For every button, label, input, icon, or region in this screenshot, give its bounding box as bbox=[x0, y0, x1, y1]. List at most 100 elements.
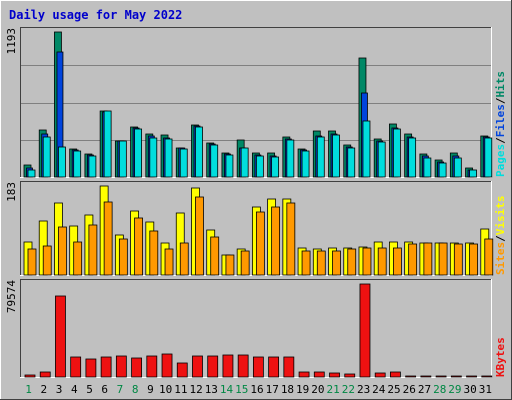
day-label-8: 8 bbox=[132, 383, 139, 396]
kbytes-bar-day-11 bbox=[176, 362, 188, 378]
max-label-panel-1: 1193 bbox=[5, 28, 18, 55]
sites-bar-day-7 bbox=[118, 238, 128, 276]
pages-bar-day-10 bbox=[164, 138, 173, 178]
day-label-18: 18 bbox=[281, 383, 294, 396]
day-label-9: 9 bbox=[147, 383, 154, 396]
day-label-15: 15 bbox=[235, 383, 248, 396]
kbytes-bar-day-15 bbox=[237, 354, 249, 378]
kbytes-bar-day-2 bbox=[39, 371, 51, 378]
sites-bar-day-4 bbox=[73, 241, 83, 276]
day-label-6: 6 bbox=[101, 383, 108, 396]
pages-bar-day-17 bbox=[271, 156, 280, 178]
pages-bar-day-18 bbox=[286, 139, 295, 178]
day-label-29: 29 bbox=[448, 383, 461, 396]
day-label-16: 16 bbox=[250, 383, 263, 396]
sites-bar-day-6 bbox=[103, 201, 113, 276]
kbytes-bar-day-16 bbox=[252, 356, 264, 378]
pages-bar-day-9 bbox=[149, 137, 158, 178]
kbytes-bar-day-28 bbox=[435, 375, 447, 378]
sites-bar-day-18 bbox=[286, 202, 296, 276]
kbytes-bar-day-6 bbox=[100, 356, 112, 378]
pages-bar-day-21 bbox=[332, 134, 340, 178]
sites-bar-day-22 bbox=[347, 248, 357, 276]
day-label-27: 27 bbox=[418, 383, 431, 396]
sites-bar-day-21 bbox=[332, 250, 341, 276]
day-label-11: 11 bbox=[174, 383, 187, 396]
sites-bar-day-23 bbox=[362, 247, 372, 276]
day-label-2: 2 bbox=[41, 383, 48, 396]
day-label-19: 19 bbox=[296, 383, 309, 396]
legend-bottom-panel: KBytes bbox=[494, 337, 507, 377]
day-label-13: 13 bbox=[205, 383, 218, 396]
kbytes-bar-day-9 bbox=[146, 355, 158, 378]
day-label-24: 24 bbox=[372, 383, 386, 396]
kbytes-bar-day-22 bbox=[344, 373, 356, 378]
max-label-panel-2: 183 bbox=[5, 182, 18, 202]
day-label-12: 12 bbox=[189, 383, 202, 396]
day-label-23: 23 bbox=[357, 383, 370, 396]
sites-bar-day-29 bbox=[453, 243, 463, 276]
sites-bar-day-20 bbox=[316, 250, 326, 276]
day-label-7: 7 bbox=[117, 383, 124, 396]
kbytes-bar-day-12 bbox=[192, 355, 203, 378]
sites-bar-day-5 bbox=[88, 224, 98, 276]
day-label-25: 25 bbox=[387, 383, 400, 396]
pages-bar-day-20 bbox=[316, 136, 325, 178]
day-label-20: 20 bbox=[311, 383, 324, 396]
kbytes-bar-day-27 bbox=[420, 375, 432, 378]
day-label-31: 31 bbox=[479, 383, 492, 396]
kbytes-bar-day-14 bbox=[222, 354, 234, 378]
day-label-10: 10 bbox=[159, 383, 172, 396]
pages-bar-day-7 bbox=[118, 140, 127, 178]
panels bbox=[20, 27, 492, 378]
pages-bar-day-15 bbox=[240, 147, 249, 178]
kbytes-bar-day-21 bbox=[329, 372, 340, 378]
legend-files: Files bbox=[494, 104, 507, 137]
kbytes-bar-day-30 bbox=[466, 375, 477, 378]
pages-bar-day-3 bbox=[58, 146, 66, 178]
pages-bar-day-30 bbox=[469, 169, 477, 178]
legend-kbytes: KBytes bbox=[494, 337, 507, 377]
sites-bar-day-13 bbox=[210, 236, 220, 276]
pages-bar-day-23 bbox=[362, 120, 371, 178]
kbytes-bar-day-17 bbox=[268, 356, 280, 378]
legend-separator: / bbox=[494, 97, 507, 104]
kbytes-bar-day-5 bbox=[85, 358, 97, 378]
sites-bar-day-30 bbox=[469, 243, 478, 276]
day-label-14: 14 bbox=[220, 383, 234, 396]
kbytes-bar-day-4 bbox=[70, 356, 82, 378]
bars bbox=[23, 31, 494, 378]
legend-separator: / bbox=[494, 235, 507, 242]
sites-bar-day-3 bbox=[58, 226, 67, 276]
legend-separator: / bbox=[494, 137, 507, 144]
kbytes-bar-day-18 bbox=[283, 356, 295, 378]
pages-bar-day-28 bbox=[438, 162, 447, 178]
sites-bar-day-19 bbox=[301, 250, 311, 276]
day-label-3: 3 bbox=[56, 383, 63, 396]
pages-bar-day-22 bbox=[347, 147, 356, 178]
pages-bar-day-2 bbox=[42, 136, 51, 178]
pages-bar-day-5 bbox=[88, 155, 97, 178]
kbytes-bar-day-3 bbox=[55, 295, 66, 378]
kbytes-bar-day-29 bbox=[450, 375, 462, 378]
sites-bar-day-14 bbox=[225, 254, 235, 276]
legend-top-panel: Pages/Files/Hits bbox=[494, 71, 507, 177]
sites-bar-day-28 bbox=[438, 242, 448, 276]
sites-bar-day-8 bbox=[134, 217, 143, 276]
pages-bar-day-25 bbox=[393, 128, 401, 178]
pages-bar-day-8 bbox=[134, 128, 142, 178]
day-label-1: 1 bbox=[25, 383, 32, 396]
sites-bar-day-17 bbox=[271, 206, 281, 276]
pages-bar-day-27 bbox=[423, 157, 432, 178]
sites-bar-day-31 bbox=[484, 238, 494, 276]
day-label-22: 22 bbox=[342, 383, 355, 396]
kbytes-bar-day-8 bbox=[131, 357, 142, 378]
kbytes-bar-day-24 bbox=[374, 372, 386, 378]
sites-bar-day-24 bbox=[377, 247, 387, 276]
sites-bar-day-1 bbox=[27, 248, 37, 276]
kbytes-bar-day-23 bbox=[359, 283, 371, 378]
legend-sites: Sites bbox=[494, 242, 507, 275]
sites-bar-day-16 bbox=[255, 211, 265, 276]
